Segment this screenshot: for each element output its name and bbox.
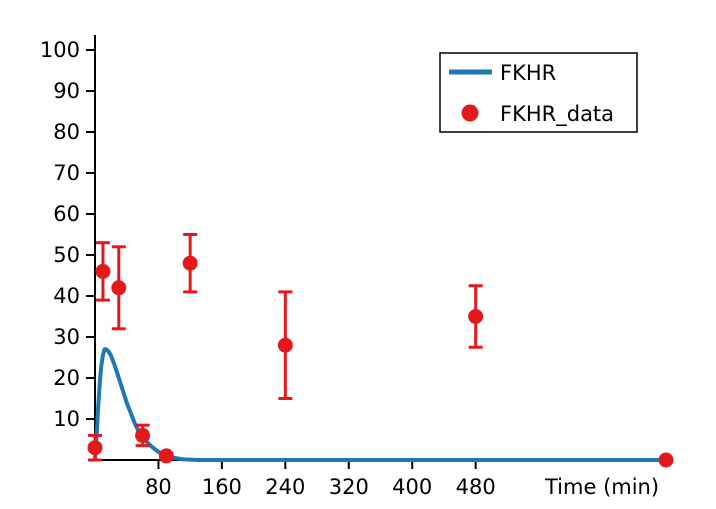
y-tick-label: 10	[53, 407, 80, 431]
data-point	[111, 280, 127, 296]
x-tick-label: 160	[202, 475, 242, 499]
series-layer	[87, 233, 674, 468]
legend-label-fkhr: FKHR	[500, 61, 556, 85]
y-tick-label: 50	[53, 243, 80, 267]
legend-marker-swatch	[461, 104, 479, 122]
y-tick-label: 60	[53, 202, 80, 226]
data-point	[87, 440, 103, 456]
x-tick-label: 480	[456, 475, 496, 499]
legend-label-fkhr-data: FKHR_data	[500, 102, 614, 127]
data-point	[658, 452, 674, 468]
y-ticks: 10 20 30 40 50 60 70 80 90 100	[40, 38, 95, 431]
y-tick-label: 70	[53, 161, 80, 185]
x-tick-label: 400	[392, 475, 432, 499]
series-line-fkhr	[93, 347, 666, 462]
legend: FKHR FKHR_data	[439, 52, 638, 133]
x-tick-label: 240	[265, 475, 305, 499]
x-tick-label: 80	[145, 475, 172, 499]
y-tick-label: 30	[53, 325, 80, 349]
y-tick-label: 80	[53, 120, 80, 144]
data-point	[95, 263, 111, 279]
data-point	[182, 255, 198, 271]
y-tick-label: 40	[53, 284, 80, 308]
y-tick-label: 90	[53, 79, 80, 103]
y-tick-label: 20	[53, 366, 80, 390]
data-point	[158, 448, 174, 464]
x-ticks: 80 160 240 320 400 480	[145, 460, 496, 499]
x-tick-label: 320	[329, 475, 369, 499]
data-point	[277, 337, 293, 353]
data-point	[468, 309, 484, 324]
data-point	[135, 427, 151, 443]
y-tick-label: 100	[40, 38, 80, 62]
x-axis-label: Time (min)	[544, 475, 659, 499]
